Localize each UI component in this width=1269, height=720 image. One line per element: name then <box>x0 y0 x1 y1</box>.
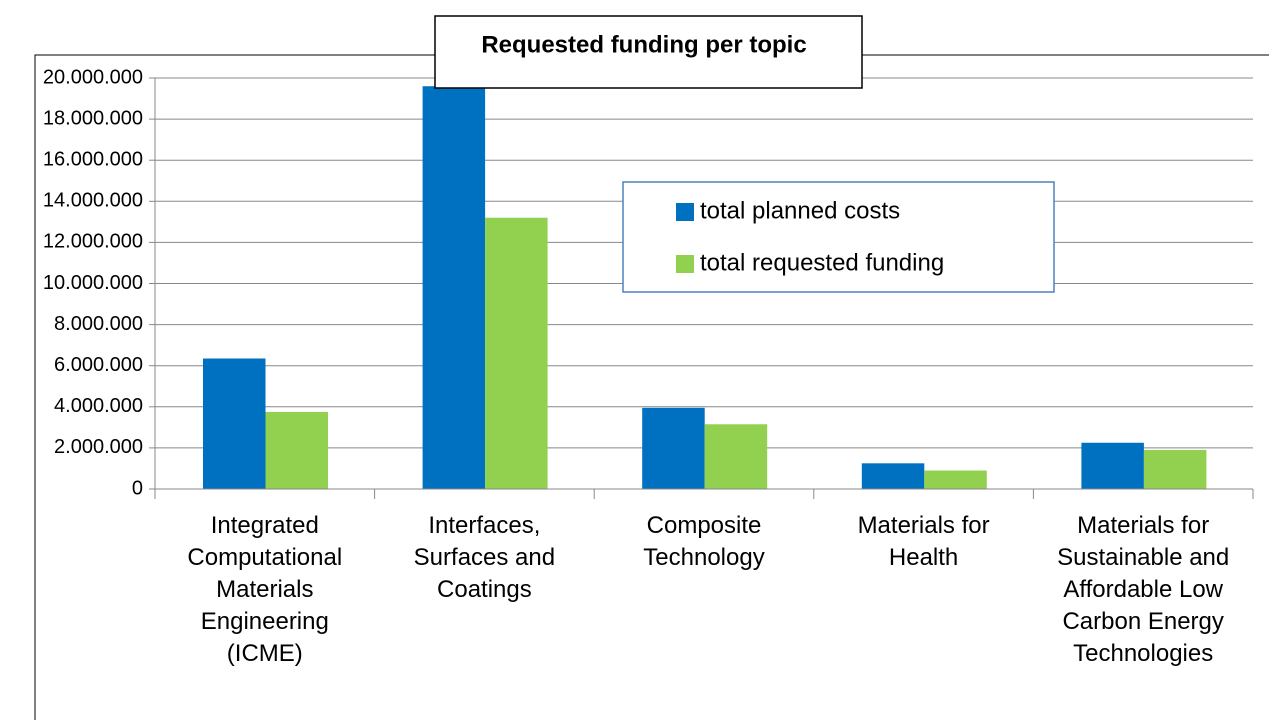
chart-title: Requested funding per topic <box>481 31 806 58</box>
y-tick-label: 0 <box>132 477 143 499</box>
y-tick-label: 2.000.000 <box>54 436 143 458</box>
legend-label: total requested funding <box>700 249 944 276</box>
bar <box>704 424 768 489</box>
x-tick-label: Composite Technology <box>643 512 765 571</box>
x-tick-label: Interfaces, Surfaces and Coatings <box>413 512 556 603</box>
bar <box>924 470 987 489</box>
legend-label: total planned costs <box>700 197 900 224</box>
bar <box>1081 442 1144 489</box>
legend-swatch <box>676 255 694 273</box>
bar <box>422 86 486 489</box>
bar <box>203 358 266 489</box>
legend-box <box>622 181 1055 293</box>
y-tick-label: 10.000.000 <box>43 272 143 294</box>
y-tick-label: 20.000.000 <box>43 66 143 88</box>
bar <box>861 463 925 489</box>
y-tick-label: 6.000.000 <box>54 354 143 376</box>
y-tick-label: 8.000.000 <box>54 313 143 335</box>
y-tick-label: 4.000.000 <box>54 395 143 417</box>
bar <box>642 407 705 489</box>
y-tick-label: 14.000.000 <box>43 190 143 212</box>
title-box <box>434 15 863 89</box>
bar <box>485 217 548 490</box>
y-tick-label: 16.000.000 <box>43 148 143 170</box>
bar <box>265 411 328 489</box>
legend: total planned costs total requested fundi… <box>622 181 1055 293</box>
x-tick-label: Integrated Computational Materials Engin… <box>187 512 343 667</box>
y-tick-label: 12.000.000 <box>43 231 143 253</box>
bar <box>1143 449 1207 489</box>
x-tick-label: Materials for Health <box>857 512 990 571</box>
legend-swatch <box>676 203 694 221</box>
x-tick-label: Materials for Sustainable and Affordable… <box>1057 512 1230 667</box>
y-tick-label: 18.000.000 <box>43 107 143 129</box>
